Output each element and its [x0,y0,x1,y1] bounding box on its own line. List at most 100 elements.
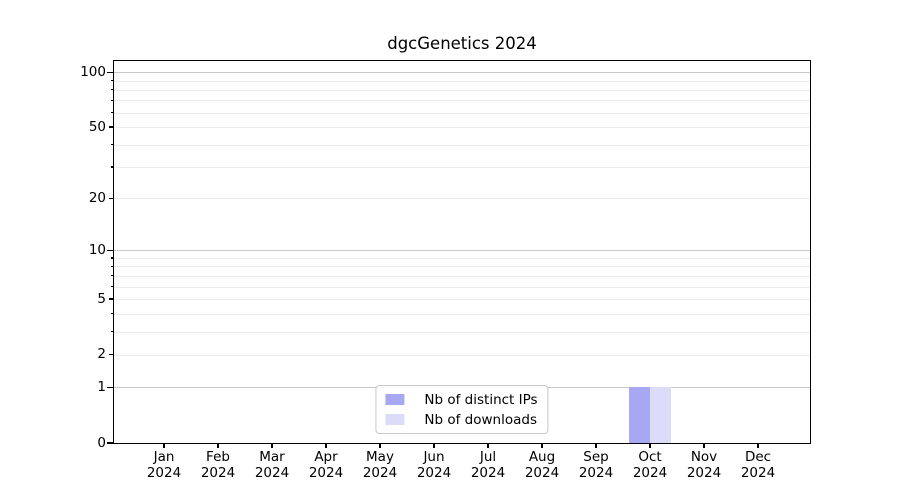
y-gridline-minor [114,144,810,146]
plot-area: Nb of distinct IPs Nb of downloads [113,60,811,444]
x-tick-year: 2024 [416,464,452,481]
x-tick-year: 2024 [362,464,398,481]
x-tick-year: 2024 [254,464,290,481]
y-tick-mark [109,197,113,199]
x-tick-year: 2024 [146,464,182,481]
y-minor-tick-mark [110,79,113,82]
legend-item: Nb of distinct IPs [385,391,538,408]
x-tick-year: 2024 [632,464,668,481]
x-tick-year: 2024 [470,464,506,481]
y-gridline-minor [114,331,810,333]
y-gridline-minor [114,112,810,114]
y-tick-label: 0 [97,434,106,451]
bar-downloads [650,387,671,443]
y-gridline-minor [114,167,810,169]
y-gridline-minor [114,257,810,259]
x-tick-mark [757,443,759,448]
y-tick-label: 2 [97,346,106,363]
legend-label: Nb of downloads [424,411,537,428]
x-tick-year: 2024 [200,464,236,481]
y-minor-tick-mark [110,275,113,277]
y-tick-mark [107,386,113,388]
x-tick-month: Apr [314,449,338,465]
legend-item: Nb of downloads [385,411,537,428]
y-tick-mark [109,126,113,128]
x-tick-label: Nov 2024 [674,449,734,481]
x-tick-mark [703,443,705,448]
x-tick-mark [433,443,435,448]
x-tick-mark [271,443,273,448]
y-gridline-minor [114,275,810,277]
x-tick-mark [163,443,165,448]
bar-distinct-ips [629,387,650,443]
x-tick-month: Jul [479,449,497,465]
y-gridline-minor [114,299,810,300]
y-gridline-minor [114,198,810,200]
x-tick-label: Feb 2024 [188,449,248,481]
x-tick-mark [595,443,597,448]
y-tick-mark [107,442,113,444]
y-gridline-minor [114,286,810,288]
y-gridline-major [114,250,810,252]
y-minor-tick-mark [110,330,113,333]
x-tick-month: Aug [528,449,556,465]
y-minor-tick-mark [110,143,113,146]
y-minor-tick-mark [110,286,113,288]
x-tick-label: Aug 2024 [512,449,572,481]
x-tick-year: 2024 [578,464,614,481]
x-tick-month: Nov [690,449,718,465]
y-tick-mark [109,298,113,300]
y-tick-mark [107,71,113,73]
x-tick-month: Jan [153,449,175,465]
x-tick-month: Dec [744,449,772,465]
x-tick-label: May 2024 [350,449,410,481]
y-gridline-minor [114,80,810,82]
x-tick-month: May [366,449,394,465]
bars-layer [114,61,810,443]
x-tick-label: Oct 2024 [620,449,680,481]
legend: Nb of distinct IPs Nb of downloads [375,385,549,434]
y-minor-tick-mark [110,265,113,268]
x-tick-label: Jul 2024 [458,449,518,481]
x-tick-month: Oct [638,449,662,465]
y-tick-label: 100 [80,63,106,80]
x-tick-month: Sep [583,449,609,465]
y-tick-label: 5 [97,290,106,307]
x-tick-month: Jun [423,449,445,465]
x-tick-label: Apr 2024 [296,449,356,481]
x-tick-year: 2024 [308,464,344,481]
x-tick-label: Sep 2024 [566,449,626,481]
legend-swatch-distinct-ips [385,394,405,405]
x-tick-mark [325,443,327,448]
y-minor-tick-mark [110,313,113,315]
y-gridline-minor [114,100,810,102]
chart-title: dgcGenetics 2024 [387,34,537,53]
y-tick-label: 20 [88,189,106,206]
y-gridline-minor [114,313,810,315]
y-tick-mark [109,354,113,356]
x-tick-label: Dec 2024 [728,449,788,481]
y-tick-label: 1 [97,378,106,395]
x-tick-label: Jan 2024 [134,449,194,481]
x-tick-mark [541,443,543,448]
legend-label: Nb of distinct IPs [424,391,538,408]
x-tick-mark [379,443,381,448]
y-minor-tick-mark [110,89,113,91]
y-minor-tick-mark [110,166,113,168]
x-tick-mark [487,443,489,448]
y-minor-tick-mark [110,257,113,259]
x-tick-label: Jun 2024 [404,449,464,481]
y-tick-label: 10 [88,241,106,258]
y-minor-tick-mark [110,112,113,114]
y-gridline-minor [114,89,810,91]
legend-swatch-downloads [385,414,405,425]
y-gridline-minor [114,354,810,356]
x-tick-year: 2024 [686,464,722,481]
y-gridline-minor [114,127,810,129]
x-tick-month: Mar [259,449,285,465]
y-gridline-major [114,72,810,74]
x-tick-year: 2024 [524,464,560,481]
x-tick-month: Feb [206,449,230,465]
x-tick-year: 2024 [740,464,776,481]
